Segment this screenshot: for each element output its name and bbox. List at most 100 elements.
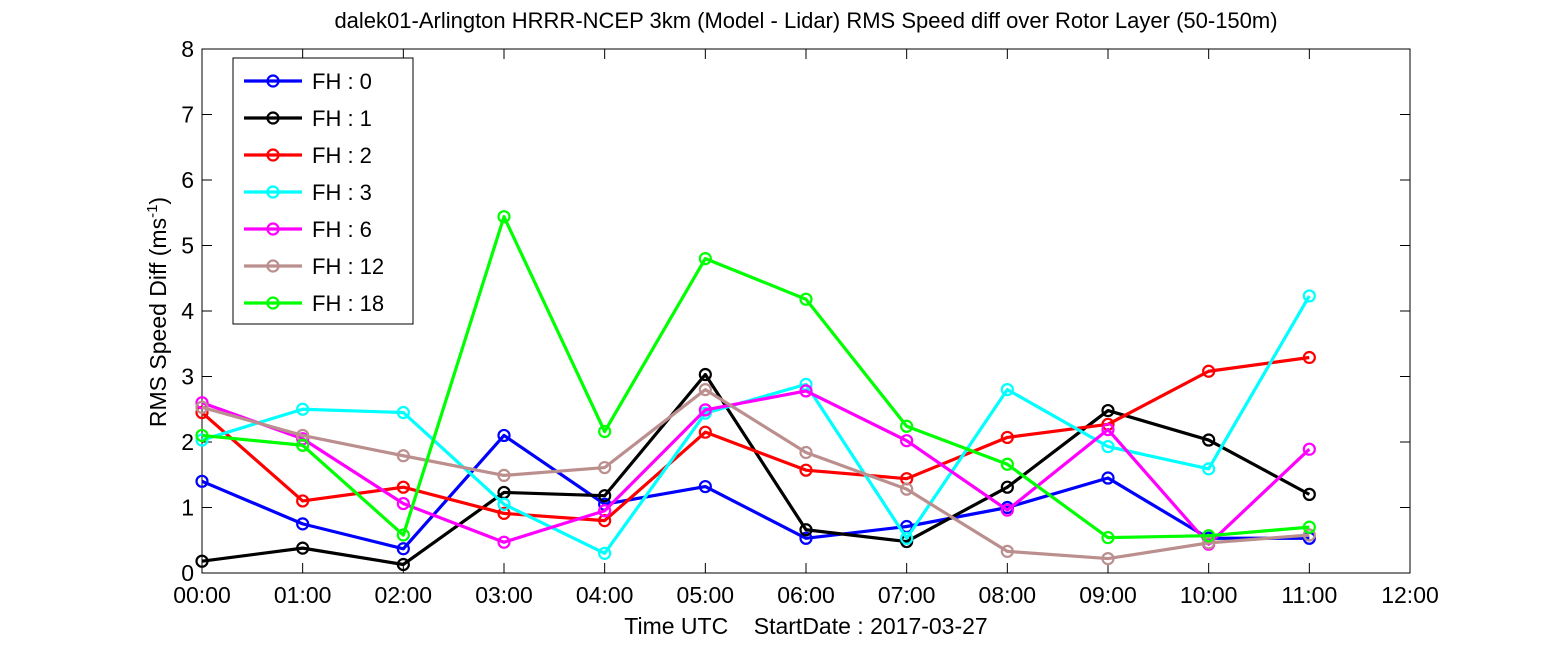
y-tick-label: 5 [181,233,194,259]
data-point [296,541,310,555]
legend-marker [266,185,280,199]
legend: FH : 0 FH : 1 FH : 2 FH : 3 FH : 6 FH : 12 FH … [232,57,414,325]
data-point [1000,457,1014,471]
x-tick-label: 06:00 [777,582,835,608]
legend-marker [266,111,280,125]
data-point [598,460,612,475]
x-tick-label: 02:00 [375,582,433,608]
data-point [900,434,914,448]
data-point [396,405,410,420]
data-point [1302,350,1316,365]
x-axis: 00:00 01:00 02:00 03:00 04:00 05:00 06:00 07:00… [173,49,1439,608]
series-fh-18 [195,210,1316,545]
data-point [497,428,511,443]
legend-marker [266,296,280,310]
data-point [1302,289,1316,303]
y-tick-label: 1 [181,495,194,521]
data-point [396,480,410,494]
legend-marker [266,148,280,162]
x-tick-label: 01:00 [274,582,332,608]
data-point [799,523,813,537]
x-tick-label: 07:00 [878,582,936,608]
data-point [396,496,410,511]
data-point [296,438,310,452]
data-point [296,428,310,443]
y-tick-label: 2 [181,429,194,455]
data-point [396,542,410,556]
legend-label: FH : 12 [312,254,384,279]
x-tick-label: 05:00 [677,582,735,608]
data-point [1302,520,1316,534]
legend-item: FH : 6 [244,217,372,242]
data-point [296,494,310,508]
legend-label: FH : 6 [312,217,372,242]
x-tick-label: 10:00 [1180,582,1238,608]
data-point [698,479,712,494]
legend-label: FH : 3 [312,180,372,205]
data-point [1000,383,1014,397]
data-point [799,463,813,477]
data-point [1000,480,1014,494]
data-point [1101,531,1115,545]
series-fh-6 [195,384,1316,551]
series-fh-0 [195,428,1316,556]
data-point [1000,544,1014,558]
x-axis-label: Time UTC StartDate : 2017-03-27 [624,613,987,639]
data-point [195,474,209,488]
data-point [1101,471,1115,485]
data-point [497,210,511,224]
legend-item: FH : 3 [244,180,372,205]
data-point [698,252,712,266]
data-point [396,449,410,463]
data-point [1000,430,1014,445]
data-point [497,497,511,511]
data-point [396,557,410,572]
data-point [195,433,209,447]
series-fh-2 [195,350,1316,528]
data-point [396,528,410,542]
x-tick-label: 00:00 [173,582,231,608]
data-point [598,489,612,503]
data-point [799,531,813,545]
data-point [1302,442,1316,456]
series-line [201,433,1310,551]
data-point [1202,462,1216,476]
data-point [195,554,209,568]
data-point [497,535,511,549]
data-point [698,425,712,439]
y-axis: 0 1 2 3 4 5 6 7 8 [181,36,1410,586]
legend-marker [266,74,280,88]
x-tick-label: 04:00 [576,582,634,608]
chart-title: dalek01-Arlington HRRR-NCEP 3km (Model -… [334,8,1277,33]
series-line [201,215,1310,540]
data-point [1202,433,1216,447]
data-point [1000,503,1014,517]
legend-label: FH : 2 [312,143,372,168]
legend-label: FH : 1 [312,106,372,131]
x-tick-label: 11:00 [1281,582,1337,608]
data-point [1302,487,1316,501]
legend-item: FH : 12 [244,254,384,279]
legend-item: FH : 0 [244,69,372,94]
x-tick-label: 03:00 [475,582,533,608]
y-tick-label: 6 [181,167,194,193]
y-tick-label: 7 [181,102,194,128]
data-point [799,445,813,460]
data-point [1101,551,1115,566]
data-point [1202,364,1216,378]
series-layer [195,210,1316,572]
data-point [497,468,511,483]
x-tick-label: 12:00 [1381,582,1439,608]
data-point [799,384,813,398]
data-point [1202,529,1216,543]
data-point [1101,422,1115,437]
series-line [201,388,1310,561]
legend-label: FH : 0 [312,69,372,94]
y-axis-label-superscript: -1 [144,205,161,218]
data-point [799,292,813,306]
y-tick-label: 8 [181,36,194,62]
y-axis-label: RMS Speed Diff (ms-1) [144,197,171,427]
series-fh-12 [195,383,1316,566]
data-point [698,383,712,397]
